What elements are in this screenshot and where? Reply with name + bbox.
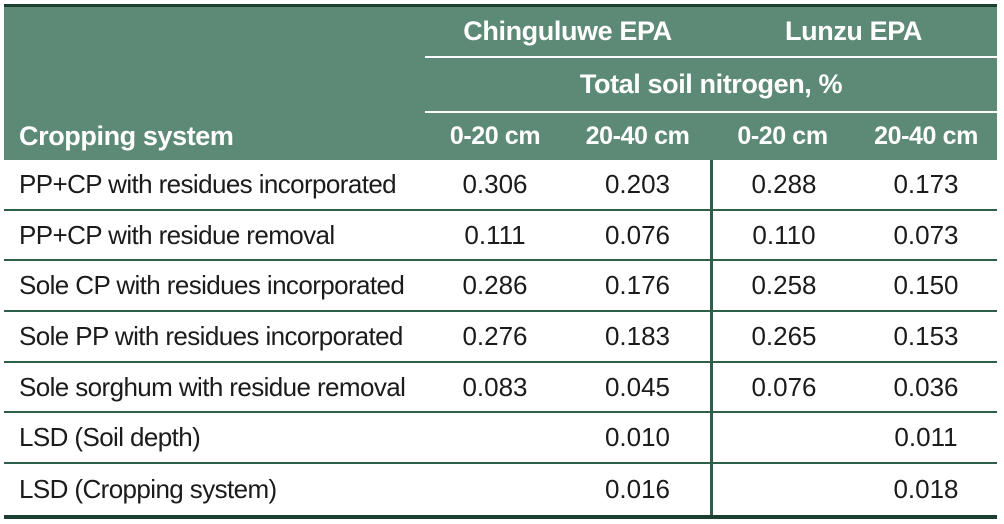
table-row: PP+CP with residues incorporated 0.306 0… (4, 160, 997, 211)
table-header: Chinguluwe EPA Lunzu EPA Total soil nitr… (4, 7, 997, 160)
cell-lunzu-20-40: 0.073 (893, 219, 959, 250)
site-header-chinguluwe: Chinguluwe EPA (463, 16, 672, 46)
row-label: Sole PP with residues incorporated (19, 320, 403, 351)
cell-lunzu-0-20: 0.288 (710, 160, 855, 209)
table-row: Sole sorghum with residue removal 0.083 … (4, 362, 997, 414)
cell-lunzu-20-40: 0.036 (893, 371, 959, 402)
cell-chinguluwe-20-40: 0.176 (604, 270, 671, 301)
column-header-chinguluwe-20-40: 20-40 cm (585, 122, 690, 150)
row-label: Sole CP with residues incorporated (19, 270, 405, 301)
row-label: Sole sorghum with residue removal (19, 371, 406, 402)
header-rule-top (425, 56, 997, 58)
cell-chinguluwe-20-40: 0.183 (604, 320, 671, 351)
cell-chinguluwe-0-20: 0.083 (462, 371, 528, 402)
soil-nitrogen-table: Chinguluwe EPA Lunzu EPA Total soil nitr… (4, 4, 997, 519)
cell-lunzu-20-40: 0.150 (893, 270, 959, 301)
cell-chinguluwe-20-40: 0.016 (604, 473, 671, 504)
cell-lunzu-20-40: 0.018 (893, 473, 959, 504)
table-row: LSD (Soil depth) 0.010 0.011 (4, 413, 997, 465)
table-row: PP+CP with residue removal 0.111 0.076 0… (4, 210, 997, 262)
cell-lunzu-0-20: 0.076 (710, 362, 855, 412)
table-row: Sole CP with residues incorporated 0.286… (4, 261, 997, 313)
row-label: LSD (Soil depth) (19, 422, 201, 453)
column-header-lunzu-0-20: 0-20 cm (737, 122, 828, 150)
cell-chinguluwe-20-40: 0.010 (604, 422, 671, 453)
cell-lunzu-0-20 (710, 464, 855, 515)
site-header-row: Chinguluwe EPA Lunzu EPA (4, 7, 997, 56)
cell-chinguluwe-20-40: 0.045 (604, 371, 671, 402)
column-header-row: Cropping system 0-20 cm 20-40 cm 0-20 cm… (4, 113, 997, 160)
row-label: PP+CP with residues incorporated (19, 168, 397, 199)
header-rule-bottom (425, 111, 997, 113)
column-header-lunzu-20-40: 20-40 cm (874, 122, 978, 150)
cell-lunzu-0-20 (710, 413, 855, 463)
measure-header: Total soil nitrogen, % (579, 69, 843, 99)
row-label: LSD (Cropping system) (19, 473, 277, 504)
cell-chinguluwe-20-40: 0.076 (604, 219, 671, 250)
site-header-lunzu: Lunzu EPA (785, 16, 922, 46)
cell-lunzu-0-20: 0.265 (710, 312, 855, 361)
cell-chinguluwe-20-40: 0.203 (604, 168, 671, 199)
cell-lunzu-20-40: 0.153 (893, 320, 959, 351)
cell-chinguluwe-0-20: 0.286 (462, 270, 528, 301)
table-body: PP+CP with residues incorporated 0.306 0… (4, 160, 997, 515)
column-header-chinguluwe-0-20: 0-20 cm (449, 122, 541, 150)
column-header-cropping-system: Cropping system (19, 121, 234, 151)
row-label: PP+CP with residue removal (19, 219, 335, 250)
table-row: LSD (Cropping system) 0.016 0.018 (4, 464, 997, 515)
cell-lunzu-0-20: 0.258 (710, 261, 855, 311)
cell-lunzu-20-40: 0.011 (894, 422, 958, 453)
measure-header-row: Total soil nitrogen, % (4, 58, 997, 111)
cell-chinguluwe-0-20: 0.111 (464, 219, 526, 250)
cell-chinguluwe-0-20: 0.276 (462, 320, 528, 351)
cell-lunzu-20-40: 0.173 (893, 168, 959, 199)
table-row: Sole PP with residues incorporated 0.276… (4, 312, 997, 363)
cell-chinguluwe-0-20: 0.306 (462, 168, 528, 199)
cell-lunzu-0-20: 0.110 (710, 210, 855, 260)
